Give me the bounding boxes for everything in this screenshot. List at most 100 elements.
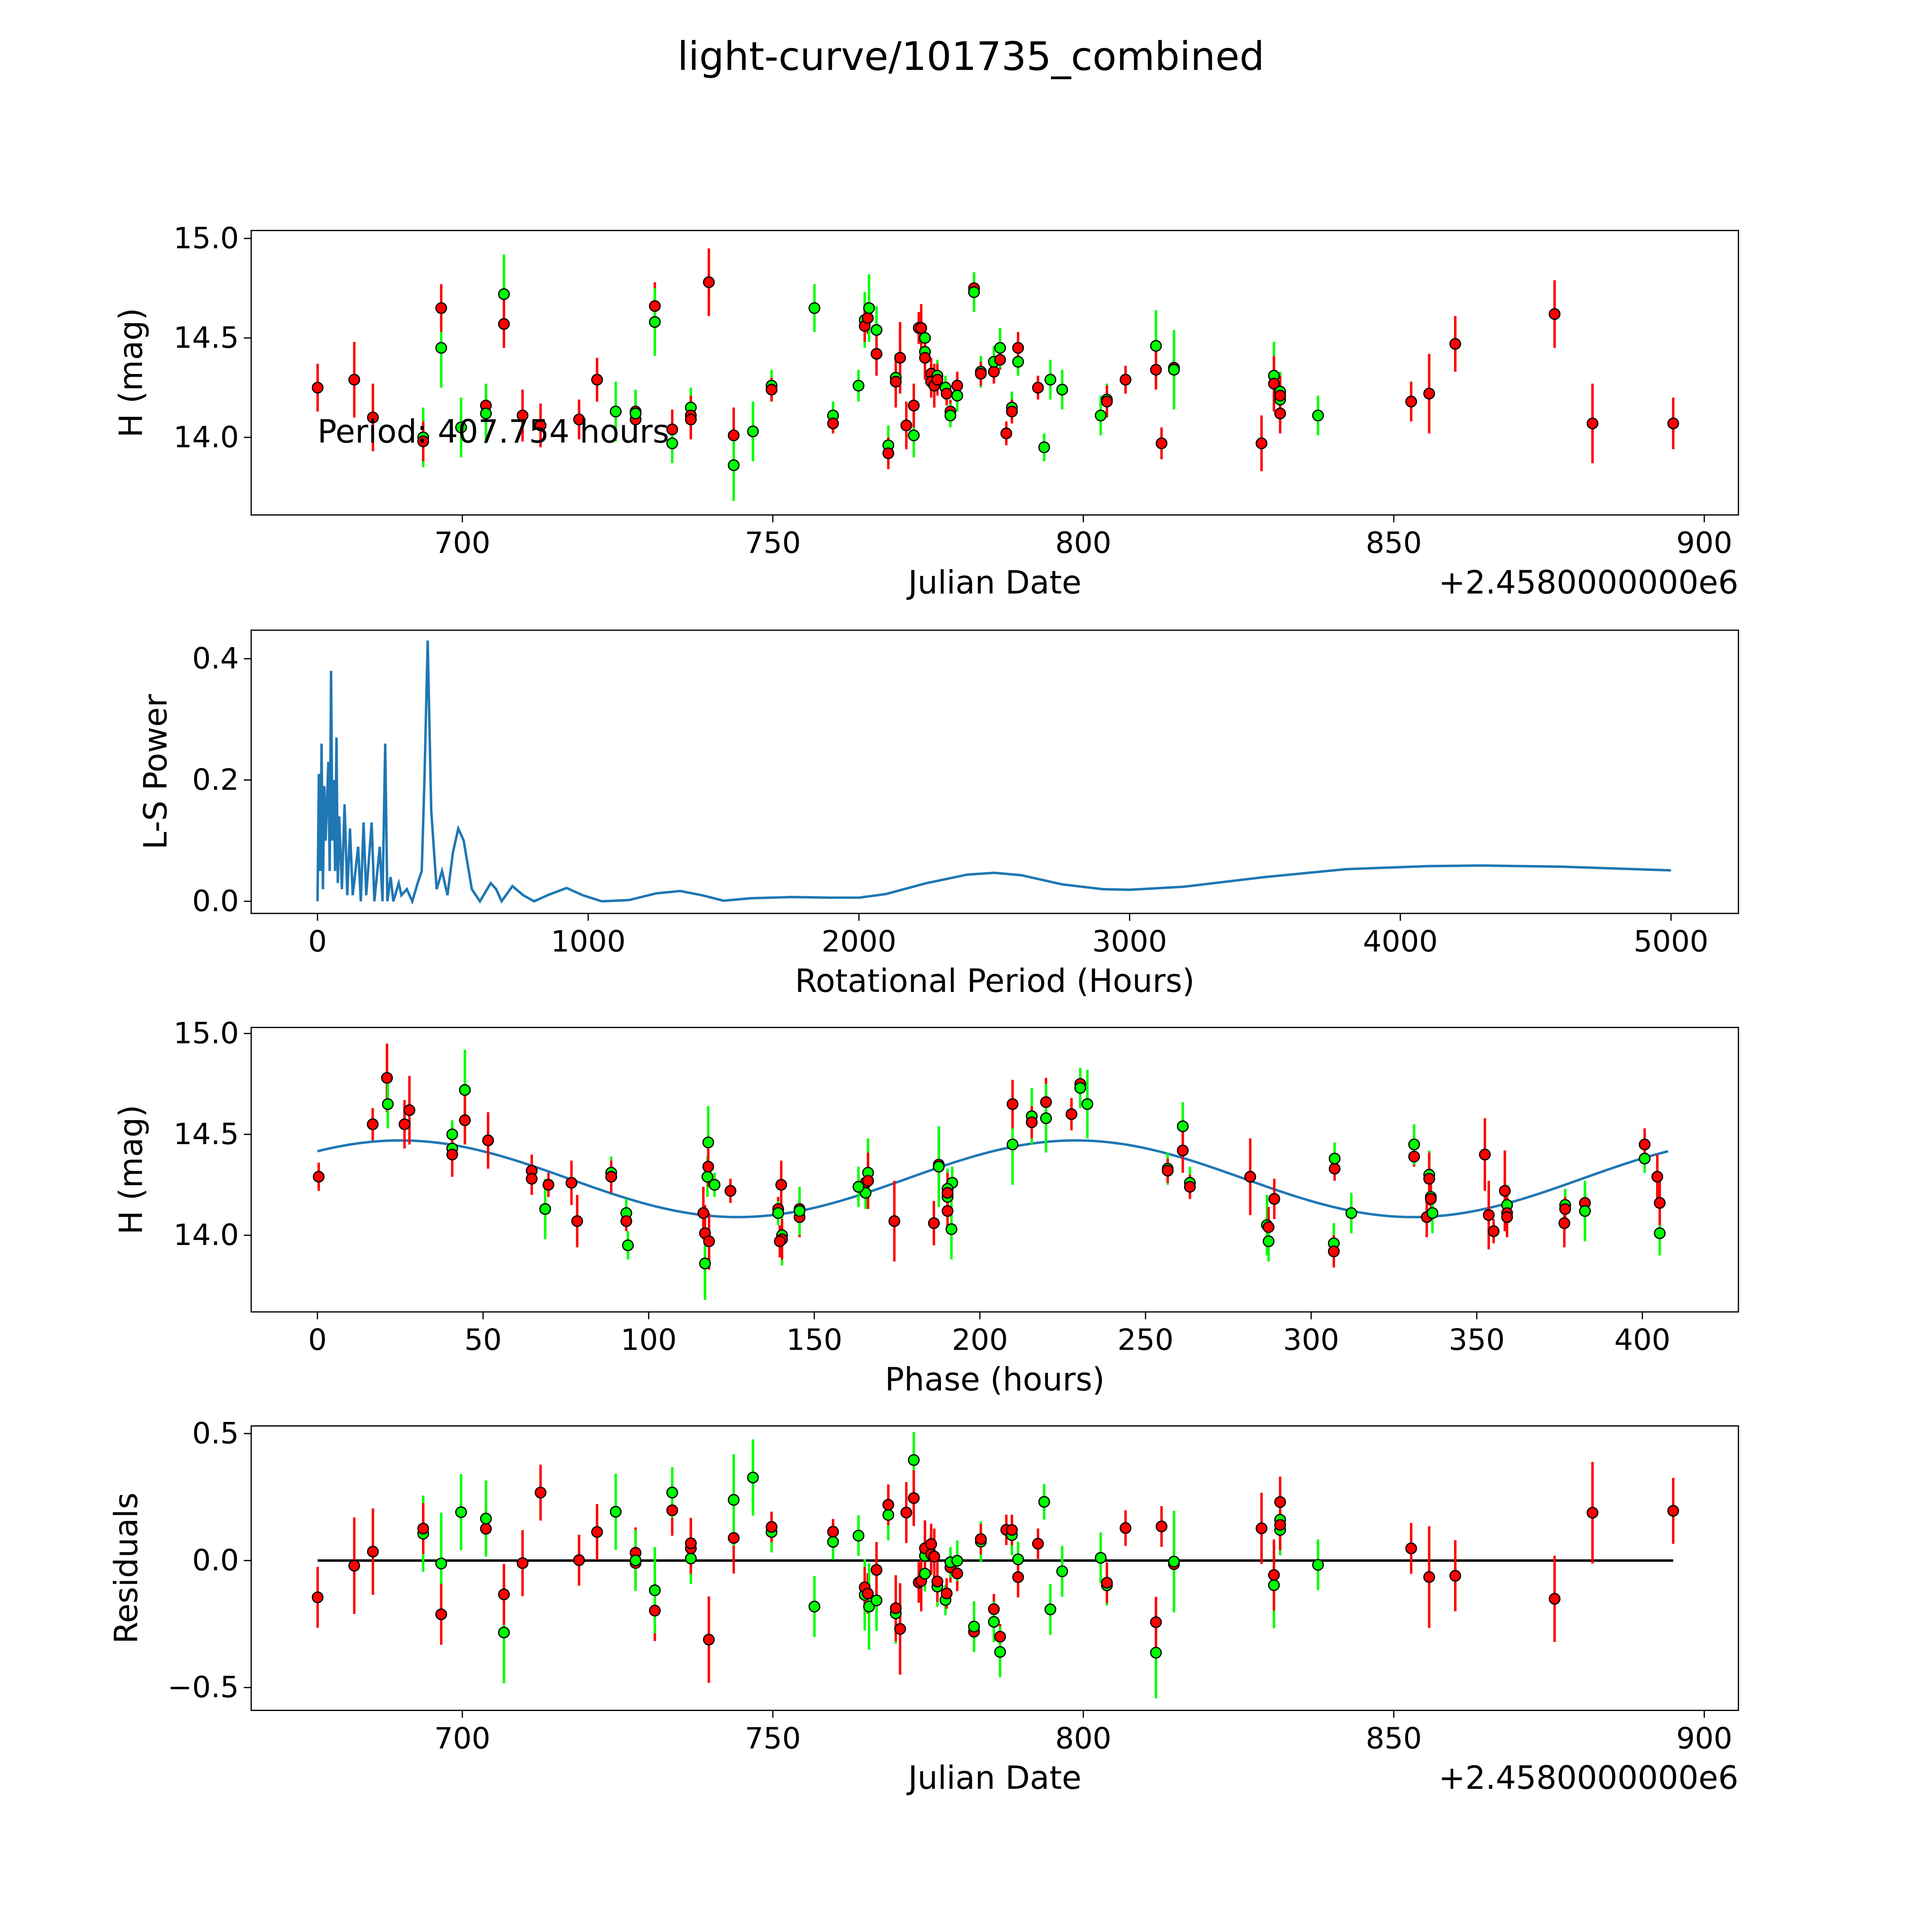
data-point — [894, 352, 906, 364]
x-axis-label: Julian Date — [906, 1760, 1082, 1797]
y-tick-label: 14.5 — [173, 320, 239, 355]
data-point — [1312, 1559, 1324, 1571]
plot-area — [311, 248, 1679, 501]
x-tick-label: 700 — [434, 1721, 490, 1755]
data-point — [435, 1558, 447, 1570]
data-point — [1408, 1138, 1420, 1151]
periodogram-line — [316, 640, 1671, 905]
data-point — [666, 437, 678, 449]
data-point — [747, 425, 759, 437]
period-annotation: Period: 407.754 hours — [317, 413, 669, 450]
data-point — [1044, 1603, 1056, 1616]
data-point — [534, 419, 547, 432]
axes-frame — [250, 230, 1739, 516]
data-point — [348, 1560, 361, 1572]
x-tick-label: 850 — [1366, 526, 1422, 560]
data-point — [728, 429, 740, 442]
y-tick-label: 15.0 — [173, 221, 239, 255]
data-point — [480, 1523, 492, 1535]
data-point — [526, 1173, 538, 1185]
data-point — [1007, 1138, 1019, 1151]
data-point — [1244, 1171, 1256, 1183]
data-point — [459, 1084, 471, 1096]
data-point — [1000, 427, 1012, 439]
data-point — [890, 376, 902, 388]
data-point — [649, 300, 661, 312]
data-point — [498, 288, 510, 300]
data-point — [367, 1118, 379, 1130]
data-point — [1423, 388, 1435, 400]
data-point — [622, 1239, 634, 1252]
data-point — [728, 1494, 740, 1506]
data-point — [573, 1554, 585, 1566]
data-point — [702, 1161, 714, 1173]
data-point — [1012, 342, 1024, 354]
data-point — [994, 1646, 1006, 1658]
data-point — [1044, 374, 1056, 386]
data-point — [1150, 340, 1162, 352]
data-point — [933, 1161, 945, 1173]
x-tick-label: 0 — [308, 1323, 327, 1357]
data-point — [882, 1499, 895, 1511]
data-point — [1056, 384, 1068, 396]
x-tick-label: 1000 — [551, 924, 626, 958]
data-point — [1095, 410, 1107, 422]
data-point — [666, 1486, 678, 1499]
data-point — [629, 1554, 642, 1566]
x-tick-label: 0 — [308, 924, 327, 958]
data-point — [1587, 417, 1599, 430]
x-tick-label: 50 — [464, 1323, 502, 1357]
data-point — [1032, 381, 1044, 394]
y-tick-label: 0.2 — [192, 762, 239, 797]
data-point — [968, 286, 980, 298]
data-point — [1449, 1570, 1461, 1582]
data-point — [1426, 1207, 1439, 1219]
data-point — [871, 1564, 883, 1576]
data-point — [724, 1185, 736, 1197]
data-point — [591, 1526, 603, 1538]
data-point — [1405, 1542, 1417, 1554]
data-point — [1268, 1579, 1280, 1591]
data-point — [311, 381, 324, 394]
data-point — [772, 1207, 784, 1219]
y-tick-label: 0.5 — [192, 1416, 239, 1450]
data-point — [1579, 1205, 1591, 1217]
data-point — [919, 1568, 931, 1580]
data-point — [1268, 1193, 1281, 1205]
data-point — [1006, 405, 1018, 418]
data-point — [765, 1521, 778, 1533]
data-point — [311, 1591, 324, 1604]
x-tick-label: 850 — [1366, 1721, 1422, 1755]
data-point — [1038, 1496, 1050, 1508]
data-point — [747, 1471, 759, 1484]
x-tick-label: 750 — [745, 526, 801, 560]
data-point — [446, 1128, 458, 1140]
data-point — [1274, 389, 1286, 402]
y-tick-label: −0.5 — [167, 1670, 239, 1704]
data-point — [1162, 1165, 1174, 1177]
data-point — [863, 1600, 875, 1612]
data-point — [459, 1114, 471, 1126]
data-point — [381, 1072, 393, 1084]
data-point — [1549, 308, 1561, 320]
figure-title: light-curve/101735_combined — [677, 34, 1264, 79]
data-point — [894, 1623, 906, 1635]
data-point — [888, 1215, 900, 1227]
data-point — [1639, 1138, 1651, 1151]
y-tick-label: 0.4 — [192, 641, 239, 675]
data-point — [1119, 1522, 1132, 1534]
data-point — [1177, 1120, 1189, 1133]
data-point — [852, 1181, 864, 1193]
data-point — [765, 384, 778, 396]
data-point — [988, 366, 1000, 378]
x-tick-label: 400 — [1614, 1323, 1670, 1357]
data-point — [498, 1626, 510, 1639]
data-point — [951, 1555, 963, 1567]
data-point — [940, 388, 953, 400]
data-point — [827, 417, 839, 430]
data-point — [1274, 1496, 1286, 1508]
data-point — [988, 1616, 1000, 1628]
data-point — [703, 276, 715, 288]
y-axis-label: H (mag) — [113, 308, 150, 438]
data-point — [649, 316, 661, 328]
